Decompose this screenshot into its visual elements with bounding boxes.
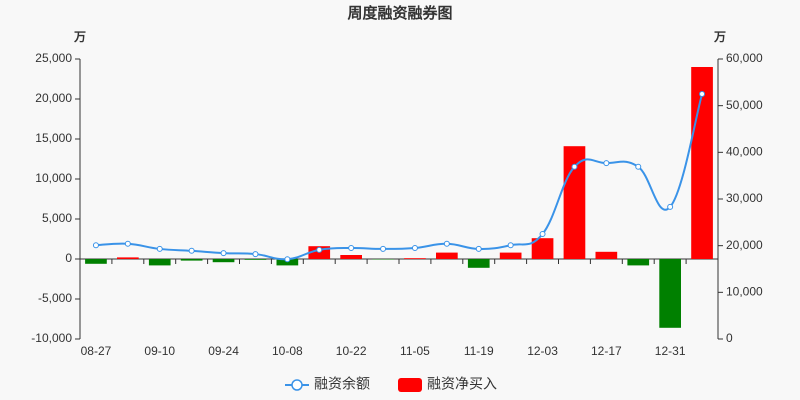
line-point [667,203,674,210]
line-point [603,160,610,167]
line-point [284,256,291,263]
bar [85,259,107,264]
x-tick-label: 10-22 [336,344,367,358]
x-tick-label: 11-19 [464,344,494,358]
line-point [124,240,131,247]
line-point [380,245,387,252]
bar [467,259,490,268]
y-axis-unit: 万 [73,30,86,44]
bar [404,258,426,259]
bar [563,146,586,259]
bar [627,259,650,266]
y-tick-label: 5,000 [42,211,72,225]
line-point [316,246,323,253]
y2-tick-label: 20,000 [726,238,763,252]
line-point [475,245,482,252]
x-tick-label: 09-10 [144,344,175,358]
bar [595,251,618,259]
line-point [539,231,546,237]
line-point [443,240,450,247]
y2-tick-label: 60,000 [726,51,763,65]
y2-tick-label: 50,000 [726,98,763,112]
x-tick-label: 12-17 [591,344,622,358]
y-tick-label: 20,000 [35,91,72,105]
y2-tick-label: 30,000 [726,191,763,205]
bar [531,238,554,259]
y-tick-label: 0 [65,251,72,265]
bar [212,259,235,263]
y-tick-label: -5,000 [38,291,72,305]
line-point [635,163,642,170]
line-point [411,245,418,251]
x-tick-label: 10-08 [272,344,303,358]
legend-label: 融资余额 [314,376,370,392]
line-point [699,91,706,97]
bar [340,255,362,259]
x-tick-label: 09-24 [208,344,239,358]
bar [659,259,681,328]
line-point [188,247,195,254]
y-tick-label: -10,000 [31,331,72,345]
x-tick-label: 11-05 [400,344,430,358]
line-point [507,242,514,249]
legend-bar-icon [398,378,422,392]
bar [117,257,139,259]
line-point [220,250,227,257]
bar [499,252,522,259]
x-tick-label: 12-03 [527,344,558,358]
bar [180,259,203,261]
y2-axis-unit: 万 [713,30,726,44]
line-point [252,251,259,258]
y2-tick-label: 40,000 [726,145,763,159]
line-point [156,245,163,252]
line [95,93,704,261]
y-tick-label: 25,000 [35,51,72,65]
bar [276,259,299,266]
bar [436,252,458,259]
line-point [92,242,99,249]
y2-tick-label: 0 [726,331,733,345]
y2-tick-label: 10,000 [726,285,763,299]
bar [244,259,267,260]
bar [148,259,171,266]
chart-title: 周度融资融券图 [347,4,452,22]
x-tick-label: 12-31 [655,344,686,358]
line-point [571,163,578,170]
y-tick-label: 15,000 [35,131,72,145]
legend-label: 融资净买入 [427,376,497,392]
line-point [348,245,355,251]
x-tick-label: 08-27 [81,344,112,358]
y-tick-label: 10,000 [35,171,72,185]
legend-point-icon [291,379,303,391]
